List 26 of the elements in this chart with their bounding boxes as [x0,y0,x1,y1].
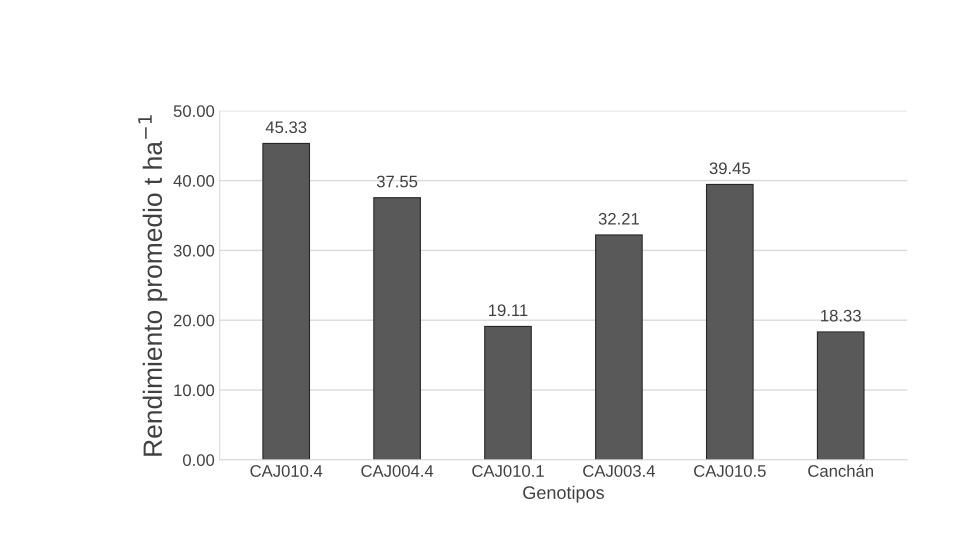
bar [262,142,310,460]
y-tick-label: 40.00 [173,175,214,187]
x-axis-title: Genotipos [523,486,604,503]
y-tick-label: 0.00 [183,454,214,466]
y-tick-label: 30.00 [174,244,214,257]
data-label: 18.33 [821,310,861,322]
bar [706,184,754,460]
data-label: 39.45 [710,162,750,174]
x-tick-label: Canchán [808,464,873,477]
data-label: 32.21 [598,212,639,225]
data-label: 45.33 [266,121,306,134]
bar [595,234,643,460]
x-tick-label: CAJ004.4 [361,465,434,477]
bar [484,326,532,460]
y-axis-title: Rendimiento promedio t ha$^{−1}$ [138,115,168,456]
y-tick-label: 10.00 [174,384,214,396]
y-tick-label: 50.00 [174,105,214,118]
x-tick-label: CAJ010.1 [472,465,544,477]
data-label: 37.55 [376,176,418,188]
y-tick-label: 20.00 [174,314,214,326]
x-tick-label: CAJ010.5 [694,465,766,477]
data-label: 19.11 [489,304,528,316]
bar [373,197,421,460]
bar [816,331,865,460]
x-tick-label: CAJ003.4 [583,465,656,477]
x-tick-label: CAJ010.4 [250,465,322,477]
